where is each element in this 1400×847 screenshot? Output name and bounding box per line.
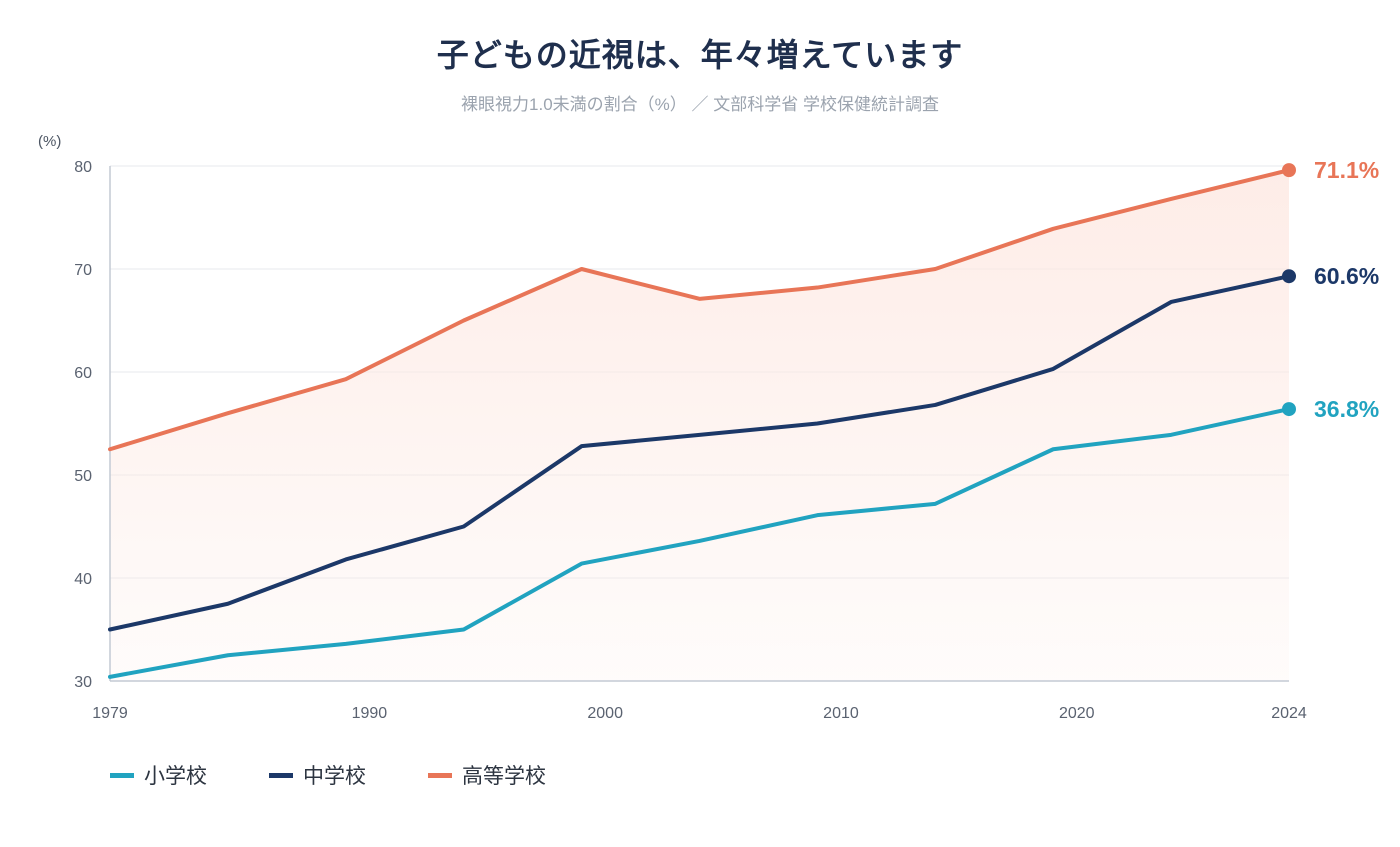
y-axis-unit-label: (%) [38,133,62,150]
y-tick-label-40: 40 [74,571,92,588]
area-fill-high-school [110,170,1289,681]
chart-title: 子どもの近視は、年々増えています [436,36,964,74]
data-point-elementary-10 [1282,402,1296,417]
legend-item-junior-high: 中学校 [269,760,366,790]
x-tick-label-2000: 2000 [587,705,623,722]
end-label-high-school: 71.1% [1314,157,1379,183]
legend-label-junior-high: 中学校 [303,765,366,788]
legend-swatch-elementary [110,772,134,778]
x-tick-label-1979: 1979 [92,705,128,722]
y-tick-label-70: 70 [74,262,92,279]
data-point-junior-high-10 [1282,269,1296,284]
y-tick-label-50: 50 [74,468,92,485]
y-tick-label-80: 80 [74,159,92,176]
legend-item-high-school: 高等学校 [428,760,546,790]
y-tick-label-30: 30 [74,674,92,691]
legend: 小学校 中学校 高等学校 [110,760,608,790]
x-tick-label-2010: 2010 [823,705,859,722]
x-tick-label-2020: 2020 [1059,705,1095,722]
legend-item-elementary: 小学校 [110,760,207,790]
end-label-junior-high: 60.6% [1314,263,1379,289]
x-tick-label-2024: 2024 [1271,705,1307,722]
chart-subtitle: 裸眼視力1.0未満の割合（%） ／ 文部科学省 学校保健統計調査 [461,95,939,114]
data-point-high-school-10 [1282,163,1296,178]
legend-label-elementary: 小学校 [144,765,207,788]
legend-swatch-high-school [428,772,452,778]
y-tick-label-60: 60 [74,365,92,382]
end-label-elementary: 36.8% [1314,396,1379,422]
legend-swatch-junior-high [269,772,293,778]
x-tick-label-1990: 1990 [352,705,388,722]
legend-label-high-school: 高等学校 [462,765,546,788]
